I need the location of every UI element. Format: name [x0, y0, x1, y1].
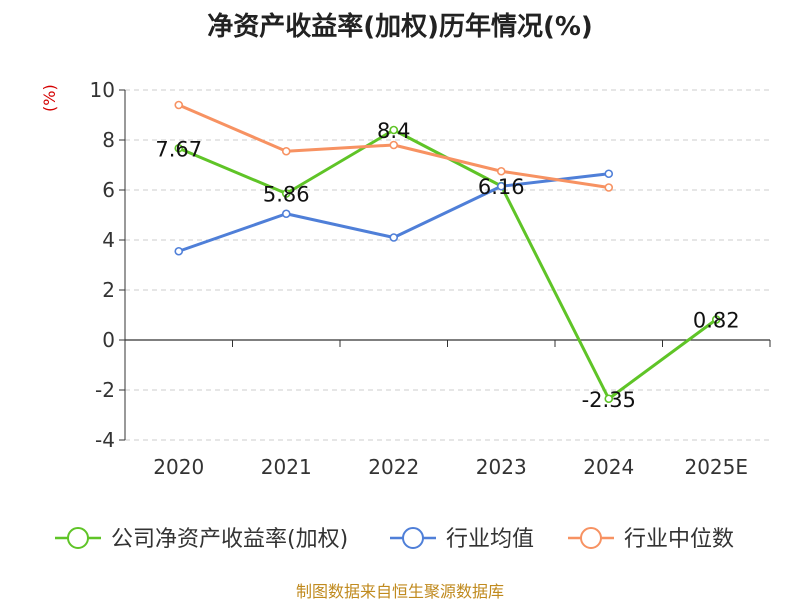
data-label: -2.35	[582, 388, 636, 412]
y-tick-label: 0	[102, 328, 115, 352]
y-tick-label: -2	[95, 378, 115, 402]
series-2-point	[281, 146, 291, 156]
series-0-point	[389, 125, 399, 135]
x-tick-label: 2020	[153, 455, 204, 479]
series-1-point	[281, 209, 291, 219]
series-0-point	[604, 394, 614, 404]
x-tick-label: 2025E	[684, 455, 748, 479]
legend-swatch-marker	[580, 527, 602, 549]
data-label: 0.82	[693, 309, 740, 333]
source-footer: 制图数据来自恒生聚源数据库	[295, 582, 504, 601]
series-2-point	[389, 140, 399, 150]
y-tick-label: 6	[102, 178, 115, 202]
chart-title: 净资产收益率(加权)历年情况(%)	[207, 12, 593, 42]
y-tick-label: 2	[102, 278, 115, 302]
series-1-point	[389, 233, 399, 242]
legend-swatch-marker	[67, 527, 89, 549]
series-0-point	[711, 315, 721, 324]
series-2-point	[604, 183, 614, 192]
data-label: 6.16	[478, 175, 525, 199]
legend-label-0: 公司净资产收益率(加权)	[111, 527, 348, 552]
y-tick-label: 4	[102, 228, 115, 252]
series-line-0	[178, 128, 718, 401]
x-tick-label: 2023	[476, 455, 527, 479]
series-2-point	[174, 100, 184, 110]
series-1-point	[174, 246, 184, 256]
series-1-point	[496, 181, 506, 191]
series-2-point	[496, 166, 506, 176]
legend-label-1: 行业均值	[446, 527, 534, 552]
series-0-point	[281, 189, 291, 198]
y-tick-label: 10	[90, 78, 115, 102]
data-label: 7.67	[155, 137, 202, 161]
x-tick-label: 2022	[368, 455, 419, 479]
data-label: 5.86	[263, 183, 310, 207]
x-tick-label: 2021	[261, 455, 312, 479]
data-label: 8.4	[377, 119, 410, 143]
x-tick-label: 2024	[583, 455, 634, 479]
legend-label-2: 行业中位数	[624, 527, 734, 552]
series-1-point	[604, 169, 614, 179]
legend-swatch-marker	[402, 527, 424, 549]
y-tick-label: -4	[95, 428, 115, 452]
series-0-point	[174, 143, 184, 153]
y-tick-label: 8	[102, 128, 115, 152]
